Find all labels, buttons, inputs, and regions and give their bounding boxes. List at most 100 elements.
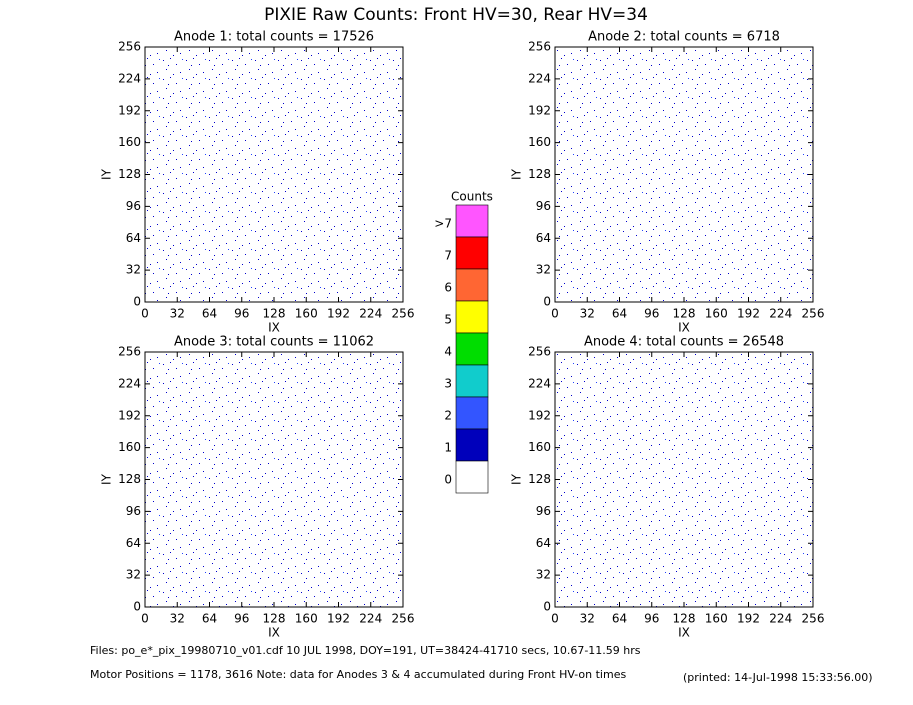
x-axis-label: IX — [268, 626, 280, 640]
x-tick-label: 192 — [737, 307, 760, 321]
y-tick-label: 256 — [118, 345, 141, 359]
y-tick-label: 160 — [528, 135, 551, 149]
colorbar-label: 0 — [444, 473, 452, 487]
x-tick-label: 256 — [392, 612, 415, 626]
figure-title: PIXIE Raw Counts: Front HV=30, Rear HV=3… — [264, 5, 648, 25]
x-tick-label: 128 — [263, 307, 286, 321]
y-tick-label: 224 — [528, 71, 551, 85]
x-axis-label: IX — [268, 321, 280, 335]
x-tick-label: 64 — [202, 612, 217, 626]
y-axis-label: IY — [510, 168, 524, 180]
y-tick-label: 96 — [126, 504, 141, 518]
y-tick-label: 192 — [528, 408, 551, 422]
colorbar-label: 1 — [444, 441, 452, 455]
x-tick-label: 192 — [327, 307, 350, 321]
y-tick-label: 160 — [118, 135, 141, 149]
x-tick-label: 192 — [327, 612, 350, 626]
footer-printed: (printed: 14-Jul-1998 15:33:56.00) — [683, 671, 873, 684]
colorbar-label: 3 — [444, 377, 452, 391]
x-tick-label: 128 — [263, 612, 286, 626]
y-tick-label: 160 — [118, 440, 141, 454]
x-tick-label: 160 — [705, 612, 728, 626]
y-tick-label: 0 — [543, 600, 551, 614]
y-tick-label: 64 — [536, 231, 551, 245]
y-tick-label: 96 — [126, 199, 141, 213]
colorbar-swatch — [455, 396, 489, 430]
y-tick-label: 160 — [528, 440, 551, 454]
x-tick-label: 32 — [580, 307, 595, 321]
colorbar-swatch — [455, 236, 489, 270]
colorbar-swatch — [455, 204, 489, 238]
pixel-map — [145, 352, 403, 607]
y-tick-label: 64 — [126, 536, 141, 550]
x-tick-label: 224 — [359, 307, 382, 321]
y-tick-label: 32 — [126, 263, 141, 277]
colorbar-swatch — [455, 332, 489, 366]
panel-title: Anode 3: total counts = 11062 — [174, 335, 374, 350]
x-tick-label: 160 — [295, 612, 318, 626]
y-tick-label: 224 — [118, 376, 141, 390]
x-tick-label: 64 — [612, 307, 627, 321]
pixel-map — [555, 47, 813, 302]
y-tick-label: 96 — [536, 504, 551, 518]
x-tick-label: 96 — [644, 307, 659, 321]
colorbar-swatch — [455, 300, 489, 334]
colorbar-swatch — [455, 460, 489, 494]
y-tick-label: 32 — [536, 263, 551, 277]
x-tick-label: 192 — [737, 612, 760, 626]
y-tick-label: 224 — [528, 376, 551, 390]
colorbar-swatch — [455, 268, 489, 302]
x-tick-label: 160 — [295, 307, 318, 321]
x-axis-label: IX — [678, 626, 690, 640]
x-tick-label: 32 — [170, 307, 185, 321]
x-tick-label: 224 — [769, 612, 792, 626]
x-tick-label: 224 — [359, 612, 382, 626]
x-axis-label: IX — [678, 321, 690, 335]
x-tick-label: 0 — [141, 307, 149, 321]
y-tick-label: 64 — [126, 231, 141, 245]
x-tick-label: 160 — [705, 307, 728, 321]
y-tick-label: 224 — [118, 71, 141, 85]
pixel-map — [555, 352, 813, 607]
y-tick-label: 128 — [118, 472, 141, 486]
x-tick-label: 96 — [234, 612, 249, 626]
x-tick-label: 128 — [673, 307, 696, 321]
colorbar-label: 7 — [444, 249, 452, 263]
y-axis-label: IY — [100, 473, 114, 485]
colorbar-label: 6 — [444, 281, 452, 295]
x-tick-label: 256 — [802, 612, 825, 626]
y-tick-label: 128 — [528, 167, 551, 181]
y-tick-label: 128 — [528, 472, 551, 486]
y-tick-label: 0 — [133, 295, 141, 309]
y-tick-label: 32 — [126, 568, 141, 582]
x-tick-label: 224 — [769, 307, 792, 321]
colorbar-label: 2 — [444, 409, 452, 423]
y-tick-label: 192 — [528, 103, 551, 117]
x-tick-label: 128 — [673, 612, 696, 626]
y-tick-label: 256 — [118, 40, 141, 54]
x-tick-label: 32 — [170, 612, 185, 626]
y-tick-label: 192 — [118, 408, 141, 422]
colorbar-title: Counts — [451, 190, 493, 204]
y-tick-label: 256 — [528, 345, 551, 359]
y-axis-label: IY — [510, 473, 524, 485]
x-tick-label: 256 — [802, 307, 825, 321]
colorbar-label: 4 — [444, 345, 452, 359]
x-tick-label: 96 — [644, 612, 659, 626]
y-tick-label: 192 — [118, 103, 141, 117]
x-tick-label: 64 — [612, 612, 627, 626]
footer-motor: Motor Positions = 1178, 3616 Note: data … — [90, 668, 626, 681]
y-tick-label: 96 — [536, 199, 551, 213]
colorbar-swatch — [455, 364, 489, 398]
x-tick-label: 256 — [392, 307, 415, 321]
x-tick-label: 0 — [551, 612, 559, 626]
y-tick-label: 128 — [118, 167, 141, 181]
colorbar-swatch — [455, 428, 489, 462]
y-tick-label: 0 — [133, 600, 141, 614]
y-tick-label: 64 — [536, 536, 551, 550]
footer-files: Files: po_e*_pix_19980710_v01.cdf 10 JUL… — [90, 644, 641, 657]
y-tick-label: 256 — [528, 40, 551, 54]
panel-title: Anode 4: total counts = 26548 — [584, 335, 784, 350]
colorbar-label: >7 — [434, 217, 452, 231]
